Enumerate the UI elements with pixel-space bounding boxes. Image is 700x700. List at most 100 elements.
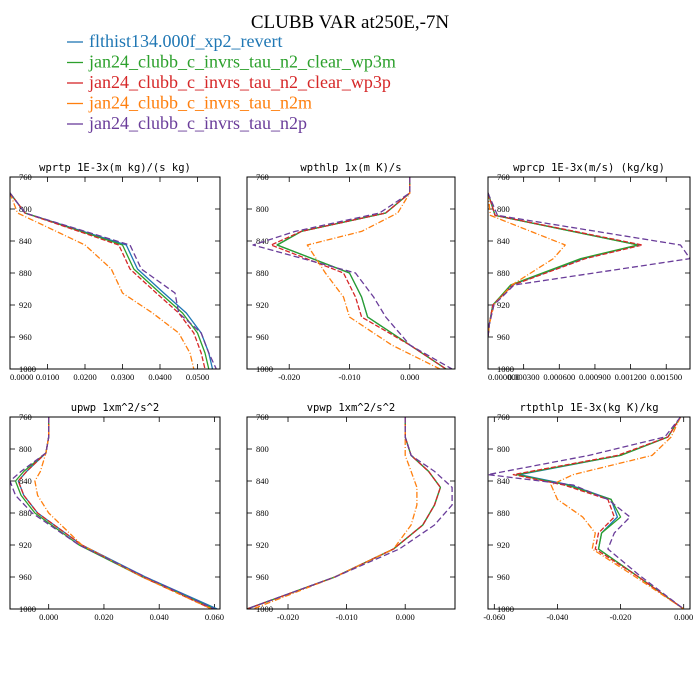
panel-title: wpthlp 1x(m K)/s bbox=[300, 162, 401, 174]
x-tick-label: 0.0300 bbox=[111, 372, 134, 382]
x-tick-label: -0.040 bbox=[546, 612, 568, 622]
y-tick-label: 800 bbox=[256, 204, 269, 214]
series-line bbox=[252, 417, 418, 609]
series-line bbox=[247, 417, 442, 609]
x-tick-label: 0.000 bbox=[674, 612, 693, 622]
legend-label: jan24_clubb_c_invrs_tau_n2_clear_wp3p bbox=[88, 72, 391, 92]
panel-title: vpwp 1xm^2/s^2 bbox=[307, 402, 396, 414]
figure-title: CLUBB VAR at250E,-7N bbox=[251, 12, 450, 33]
series-line bbox=[247, 417, 442, 609]
y-tick-label: 840 bbox=[19, 236, 32, 246]
series-line bbox=[10, 192, 214, 369]
plot-frame bbox=[246, 416, 456, 610]
series-line bbox=[306, 177, 441, 369]
series-line bbox=[512, 417, 685, 609]
x-tick-label: 0.000 bbox=[396, 612, 415, 622]
series-line bbox=[10, 192, 195, 369]
series-group bbox=[10, 192, 217, 369]
series-line bbox=[247, 417, 453, 609]
x-tick-label: -0.010 bbox=[339, 372, 361, 382]
y-tick-label: 880 bbox=[497, 268, 510, 278]
series-line bbox=[515, 417, 685, 609]
panel-title: upwp 1xm^2/s^2 bbox=[71, 402, 160, 414]
y-tick-label: 880 bbox=[256, 508, 269, 518]
y-tick-label: 840 bbox=[497, 476, 510, 486]
legend-label: jan24_clubb_c_invrs_tau_n2_clear_wp3m bbox=[88, 52, 396, 72]
panel: rtpthlp 1E-3x(kg K)/kg760800840880920960… bbox=[483, 402, 693, 622]
series-line bbox=[276, 177, 447, 369]
series-line bbox=[10, 192, 210, 369]
panel: wprtp 1E-3x(m kg)/(s kg)7608008408809209… bbox=[9, 162, 221, 382]
panel-title: rtpthlp 1E-3x(kg K)/kg bbox=[519, 402, 658, 414]
panel-title: wprtp 1E-3x(m kg)/(s kg) bbox=[39, 162, 191, 174]
y-tick-label: 920 bbox=[256, 540, 269, 550]
y-tick-label: 800 bbox=[497, 204, 510, 214]
x-tick-label: 0.000000 bbox=[488, 372, 520, 382]
series-group bbox=[247, 417, 453, 609]
x-tick-label: 0.001200 bbox=[615, 372, 647, 382]
y-tick-label: 800 bbox=[19, 204, 32, 214]
series-line bbox=[34, 417, 212, 609]
x-tick-label: -0.060 bbox=[483, 612, 505, 622]
series-line bbox=[550, 417, 685, 609]
series-line bbox=[488, 192, 566, 338]
y-tick-label: 960 bbox=[256, 332, 269, 342]
legend-entry: jan24_clubb_c_invrs_tau_n2_clear_wp3m bbox=[67, 52, 396, 72]
y-tick-label: 880 bbox=[19, 268, 32, 278]
panel-title: wprcp 1E-3x(m/s) (kg/kg) bbox=[513, 162, 665, 174]
plot-frame bbox=[9, 176, 221, 370]
y-tick-label: 840 bbox=[256, 476, 269, 486]
y-tick-label: 960 bbox=[497, 332, 510, 342]
y-tick-label: 960 bbox=[497, 572, 510, 582]
y-tick-label: 880 bbox=[19, 508, 32, 518]
series-line bbox=[252, 177, 453, 369]
y-tick-label: 800 bbox=[19, 444, 32, 454]
y-tick-label: 920 bbox=[256, 300, 269, 310]
x-tick-label: 0.000600 bbox=[543, 372, 575, 382]
x-tick-label: 0.0500 bbox=[186, 372, 209, 382]
legend-entry: jan24_clubb_c_invrs_tau_n2p bbox=[67, 113, 307, 133]
x-tick-label: 0.060 bbox=[205, 612, 224, 622]
plot-frame bbox=[246, 176, 456, 370]
x-tick-label: 0.001500 bbox=[650, 372, 682, 382]
series-line bbox=[518, 417, 685, 609]
series-line bbox=[10, 192, 206, 369]
series-group bbox=[488, 192, 690, 338]
y-tick-label: 960 bbox=[256, 572, 269, 582]
panel: vpwp 1xm^2/s^27608008408809209601000-0.0… bbox=[246, 402, 456, 622]
panels: wprtp 1E-3x(m kg)/(s kg)7608008408809209… bbox=[9, 162, 693, 622]
y-tick-label: 920 bbox=[19, 540, 32, 550]
legend-entry: flthist134.000f_xp2_revert bbox=[67, 31, 282, 51]
legend-label: jan24_clubb_c_invrs_tau_n2p bbox=[88, 113, 307, 133]
legend-entry: jan24_clubb_c_invrs_tau_n2m bbox=[67, 93, 312, 113]
y-tick-label: 840 bbox=[256, 236, 269, 246]
y-tick-label: 840 bbox=[497, 236, 510, 246]
series-line bbox=[488, 417, 685, 609]
x-tick-label: 0.000900 bbox=[579, 372, 611, 382]
x-tick-label: -0.010 bbox=[336, 612, 358, 622]
x-tick-label: 0.040 bbox=[150, 612, 169, 622]
x-tick-label: 0.000 bbox=[39, 612, 58, 622]
panel: wprcp 1E-3x(m/s) (kg/kg)7608008408809209… bbox=[487, 162, 691, 382]
y-tick-label: 960 bbox=[19, 332, 32, 342]
panel: wpthlp 1x(m K)/s7608008408809209601000-0… bbox=[246, 162, 456, 382]
y-tick-label: 880 bbox=[497, 508, 510, 518]
x-tick-label: -0.020 bbox=[278, 372, 300, 382]
series-line bbox=[247, 417, 442, 609]
series-group bbox=[488, 417, 685, 609]
plot-frame bbox=[487, 416, 691, 610]
series-line bbox=[10, 417, 215, 609]
y-tick-label: 880 bbox=[256, 268, 269, 278]
legend: flthist134.000f_xp2_revertjan24_clubb_c_… bbox=[67, 31, 396, 133]
x-tick-label: -0.020 bbox=[610, 612, 632, 622]
y-tick-label: 920 bbox=[19, 300, 32, 310]
x-tick-label: 0.0100 bbox=[36, 372, 59, 382]
y-tick-label: 960 bbox=[19, 572, 32, 582]
legend-label: jan24_clubb_c_invrs_tau_n2m bbox=[88, 93, 312, 113]
x-tick-label: 0.000300 bbox=[508, 372, 540, 382]
series-line bbox=[488, 192, 690, 338]
legend-label: flthist134.000f_xp2_revert bbox=[89, 31, 282, 51]
y-tick-label: 800 bbox=[256, 444, 269, 454]
y-tick-label: 920 bbox=[497, 540, 510, 550]
